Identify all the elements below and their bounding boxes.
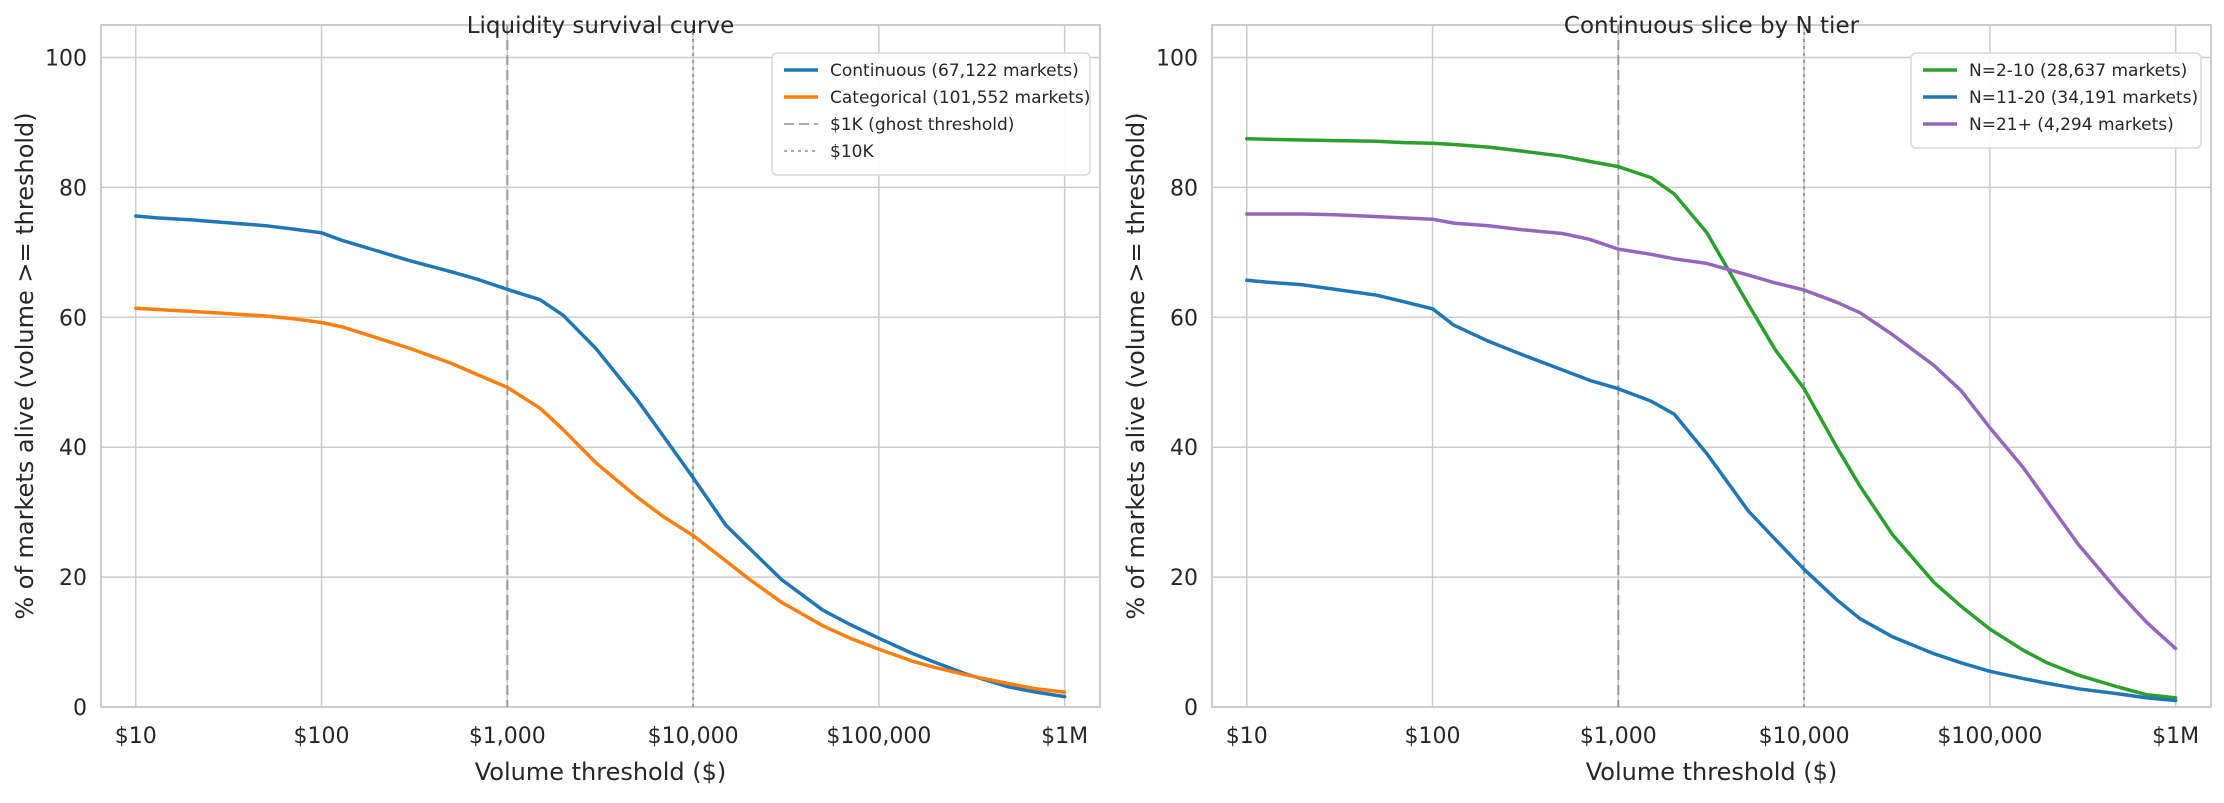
right-y-tick-label: 100: [1156, 46, 1198, 71]
left-legend: Continuous (67,122 markets) Categorical (…: [771, 52, 1091, 176]
left-y-tick-label: 80: [59, 176, 87, 201]
left-y-axis-label: % of markets alive (volume >= threshold): [11, 112, 39, 619]
right-x-tick-label: $10,000: [1759, 724, 1850, 749]
left-x-axis-label: Volume threshold ($): [475, 758, 727, 786]
right-chart-panel: $10 $100 $1,000 $10,000 $100,000 $1M 0 20 40 60 80…: [1122, 13, 2212, 786]
right-y-tick-label: 20: [1170, 566, 1198, 591]
right-chart-title: Continuous slice by N tier: [1564, 13, 1860, 39]
right-legend-entry: N=21+ (4,294 markets): [1969, 115, 2174, 135]
left-y-tick-label: 100: [45, 46, 87, 71]
left-y-tick-label: 20: [59, 566, 87, 591]
left-x-tick-label: $10,000: [648, 724, 739, 749]
right-axes-frame: [1211, 24, 2212, 708]
left-y-tick-label: 40: [59, 436, 87, 461]
left-x-tick-label: $1M: [1041, 724, 1088, 749]
right-legend-entry: N=2-10 (28,637 markets): [1969, 61, 2187, 81]
left-x-tick-label: $1,000: [469, 724, 546, 749]
left-y-tick-label: 0: [73, 696, 87, 721]
left-legend-entry: Continuous (67,122 markets): [830, 61, 1079, 81]
right-legend-box: [1910, 52, 2202, 149]
left-x-tick-label: $100: [294, 724, 350, 749]
right-y-tick-label: 0: [1184, 696, 1198, 721]
right-x-tick-label: $100: [1405, 724, 1461, 749]
right-legend-entry: N=11-20 (34,191 markets): [1969, 88, 2198, 108]
left-legend-entry: Categorical (101,552 markets): [830, 88, 1090, 108]
left-series-line-1: [134, 214, 1067, 699]
right-x-tick-label: $1,000: [1580, 724, 1657, 749]
left-axes-frame: [100, 24, 1101, 708]
right-x-axis-label: Volume threshold ($): [1586, 758, 1838, 786]
right-y-tick-label: 80: [1170, 176, 1198, 201]
left-x-tick-label: $100,000: [826, 724, 931, 749]
left-series-line-2: [134, 306, 1067, 694]
right-x-tick-label: $1M: [2152, 724, 2199, 749]
right-y-tick-label: 40: [1170, 436, 1198, 461]
right-legend: N=2-10 (28,637 markets) N=11-20 (34,191 m…: [1910, 52, 2202, 149]
right-series-line-3: [1245, 212, 2178, 651]
right-y-axis-label: % of markets alive (volume >= threshold): [1122, 112, 1150, 619]
right-series-line-2: [1245, 278, 2178, 703]
right-y-tick-label: 60: [1170, 306, 1198, 331]
left-legend-entry: $1K (ghost threshold): [830, 115, 1014, 135]
right-x-tick-label: $100,000: [1937, 724, 2042, 749]
right-x-tick-label: $10: [1226, 724, 1268, 749]
left-chart-panel: $10 $100 $1,000 $10,000 $100,000 $1M 0 20 40 60 80…: [11, 13, 1101, 786]
left-x-tick-label: $10: [115, 724, 157, 749]
left-y-tick-label: 60: [59, 306, 87, 331]
left-chart-title: Liquidity survival curve: [467, 13, 735, 39]
right-series-line-1: [1245, 136, 2178, 700]
left-legend-entry: $10K: [830, 142, 874, 162]
left-legend-box: [771, 52, 1091, 176]
